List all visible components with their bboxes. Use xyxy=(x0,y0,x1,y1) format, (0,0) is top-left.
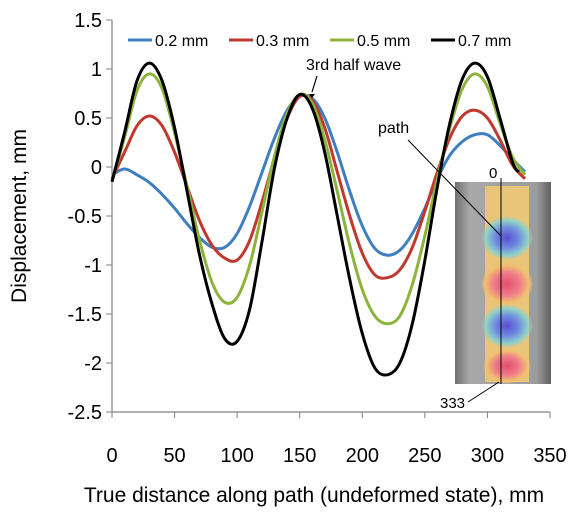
legend-label-0: 0.2 mm xyxy=(155,33,208,50)
inset-end-label: 333 xyxy=(440,395,465,412)
y-tick-label: 0.5 xyxy=(74,108,102,130)
inset-contour-image: 0 333 xyxy=(440,165,551,412)
x-ticks: 0 50 100 150 200 250 300 350 xyxy=(106,412,567,467)
y-tick-label: -2 xyxy=(84,353,102,375)
inset-blob-blue-2 xyxy=(481,304,533,348)
inset-blob-red-1 xyxy=(481,262,533,306)
legend-label-1: 0.3 mm xyxy=(256,33,309,50)
y-tick-label: -1 xyxy=(84,255,102,277)
y-tick-label: 1.5 xyxy=(74,10,102,32)
annotation-third-half-wave-arrow xyxy=(311,75,318,93)
inset-start-label: 0 xyxy=(489,165,497,182)
x-tick-label: 150 xyxy=(283,445,316,467)
annotation-path-leader xyxy=(407,139,502,237)
legend: 0.2 mm 0.3 mm 0.5 mm 0.7 mm xyxy=(128,33,511,50)
annotation-third-half-wave: 3rd half wave xyxy=(306,57,401,74)
x-tick-label: 200 xyxy=(346,445,379,467)
series-line-3 xyxy=(110,61,520,377)
series-line-0 xyxy=(111,93,527,257)
annotation-arrowhead xyxy=(309,94,315,98)
legend-label-2: 0.5 mm xyxy=(357,33,410,50)
x-axis-title: True distance along path (undeformed sta… xyxy=(84,484,544,507)
inset-end-leader xyxy=(467,381,500,403)
y-tick-label: -2.5 xyxy=(68,402,102,424)
x-tick-label: 300 xyxy=(471,445,504,467)
annotation-path: path xyxy=(378,120,409,137)
x-tick-label: 350 xyxy=(533,445,566,467)
y-tick-label: -1.5 xyxy=(68,304,102,326)
inset-blob-blue-1 xyxy=(481,216,533,260)
y-tick-label: -0.5 xyxy=(68,206,102,228)
series-layer xyxy=(110,61,527,377)
series-line-1 xyxy=(110,93,527,280)
y-ticks: 1.5 1 0.5 0 -0.5 -1 -1.5 -2 -2.5 xyxy=(68,10,112,424)
x-tick-label: 100 xyxy=(220,445,253,467)
inset-blob-red-2 xyxy=(483,348,531,384)
legend-label-3: 0.7 mm xyxy=(458,33,511,50)
x-tick-label: 0 xyxy=(106,445,117,467)
y-tick-label: 0 xyxy=(91,157,102,179)
y-axis-title: Displacement, mm xyxy=(8,129,31,303)
x-tick-label: 250 xyxy=(408,445,441,467)
y-tick-label: 1 xyxy=(91,59,102,81)
x-tick-label: 50 xyxy=(163,445,185,467)
